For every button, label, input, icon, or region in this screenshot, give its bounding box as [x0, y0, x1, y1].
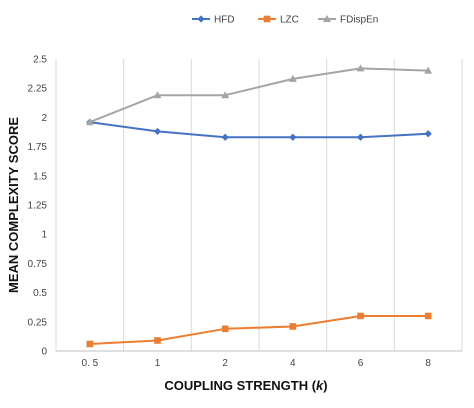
series-line-lzc	[89, 314, 429, 345]
legend-marker-fdispen	[323, 15, 331, 22]
legend-marker-lzc	[263, 15, 271, 23]
legend: HFD LZC FDispEn	[192, 15, 378, 26]
x-tick-label: 4	[290, 358, 296, 369]
legend-marker-hfd	[197, 15, 205, 23]
series-lzc	[86, 312, 432, 348]
y-tick-label: 1.75	[28, 142, 48, 153]
data-point-fdispen	[153, 91, 162, 99]
x-axis-title-text: COUPLING STRENGTH (	[164, 378, 316, 393]
data-point-hfd	[424, 130, 432, 138]
y-tick-label: 0	[41, 347, 47, 358]
legend-item-hfd: HFD	[192, 15, 235, 26]
y-axis-title: MEAN COMPLEXITY SCORE	[6, 117, 21, 293]
x-tick-label: 0. 5	[81, 358, 98, 369]
grid-lines	[55, 59, 463, 351]
y-tick-label: 0.5	[33, 288, 47, 299]
legend-label-hfd: HFD	[214, 15, 235, 26]
legend-label-fdispen: FDispEn	[340, 15, 378, 26]
y-tick-label: 0.25	[28, 317, 48, 328]
x-axis-title: COUPLING STRENGTH (k)	[164, 378, 327, 393]
data-point-lzc	[154, 337, 161, 344]
x-tick-label: 8	[425, 358, 431, 369]
series-line-hfd	[89, 121, 429, 139]
y-tick-label: 1	[41, 230, 47, 241]
data-point-hfd	[289, 133, 297, 141]
series-lines	[85, 64, 433, 348]
series-fdispen	[85, 64, 433, 126]
legend-item-fdispen: FDispEn	[318, 15, 378, 26]
legend-item-lzc: LZC	[258, 15, 299, 26]
x-tick-label: 2	[222, 358, 228, 369]
y-tick-label: 0.75	[28, 259, 48, 270]
data-point-lzc	[424, 312, 432, 320]
data-point-lzc	[357, 312, 364, 320]
x-tick-labels: 0. 5 1 2 4 6 8	[81, 358, 431, 369]
y-tick-label: 2.5	[33, 55, 47, 66]
x-tick-label: 1	[155, 358, 161, 369]
data-point-fdispen	[356, 64, 365, 72]
y-tick-label: 2	[41, 113, 47, 124]
data-point-fdispen	[424, 66, 433, 74]
y-tick-label: 1.25	[28, 201, 48, 212]
legend-label-lzc: LZC	[280, 15, 299, 26]
data-point-hfd	[356, 133, 365, 141]
data-point-lzc	[221, 325, 229, 333]
data-point-fdispen	[85, 118, 94, 126]
data-point-fdispen	[288, 74, 297, 82]
data-point-hfd	[153, 127, 162, 136]
y-tick-labels: 0 0.25 0.5 0.75 1 1.25 1.5 1.75 2 2.25 2.5	[28, 55, 48, 358]
x-tick-label: 6	[358, 358, 364, 369]
data-point-lzc	[86, 340, 94, 348]
data-point-hfd	[221, 133, 229, 141]
data-point-lzc	[289, 323, 297, 330]
data-point-fdispen	[221, 91, 230, 99]
series-line-fdispen	[89, 67, 429, 124]
x-axis-title-close: )	[323, 378, 327, 393]
y-tick-label: 2.25	[28, 84, 48, 95]
x-axis-title-k: k	[316, 378, 324, 393]
y-tick-label: 1.5	[33, 171, 47, 182]
